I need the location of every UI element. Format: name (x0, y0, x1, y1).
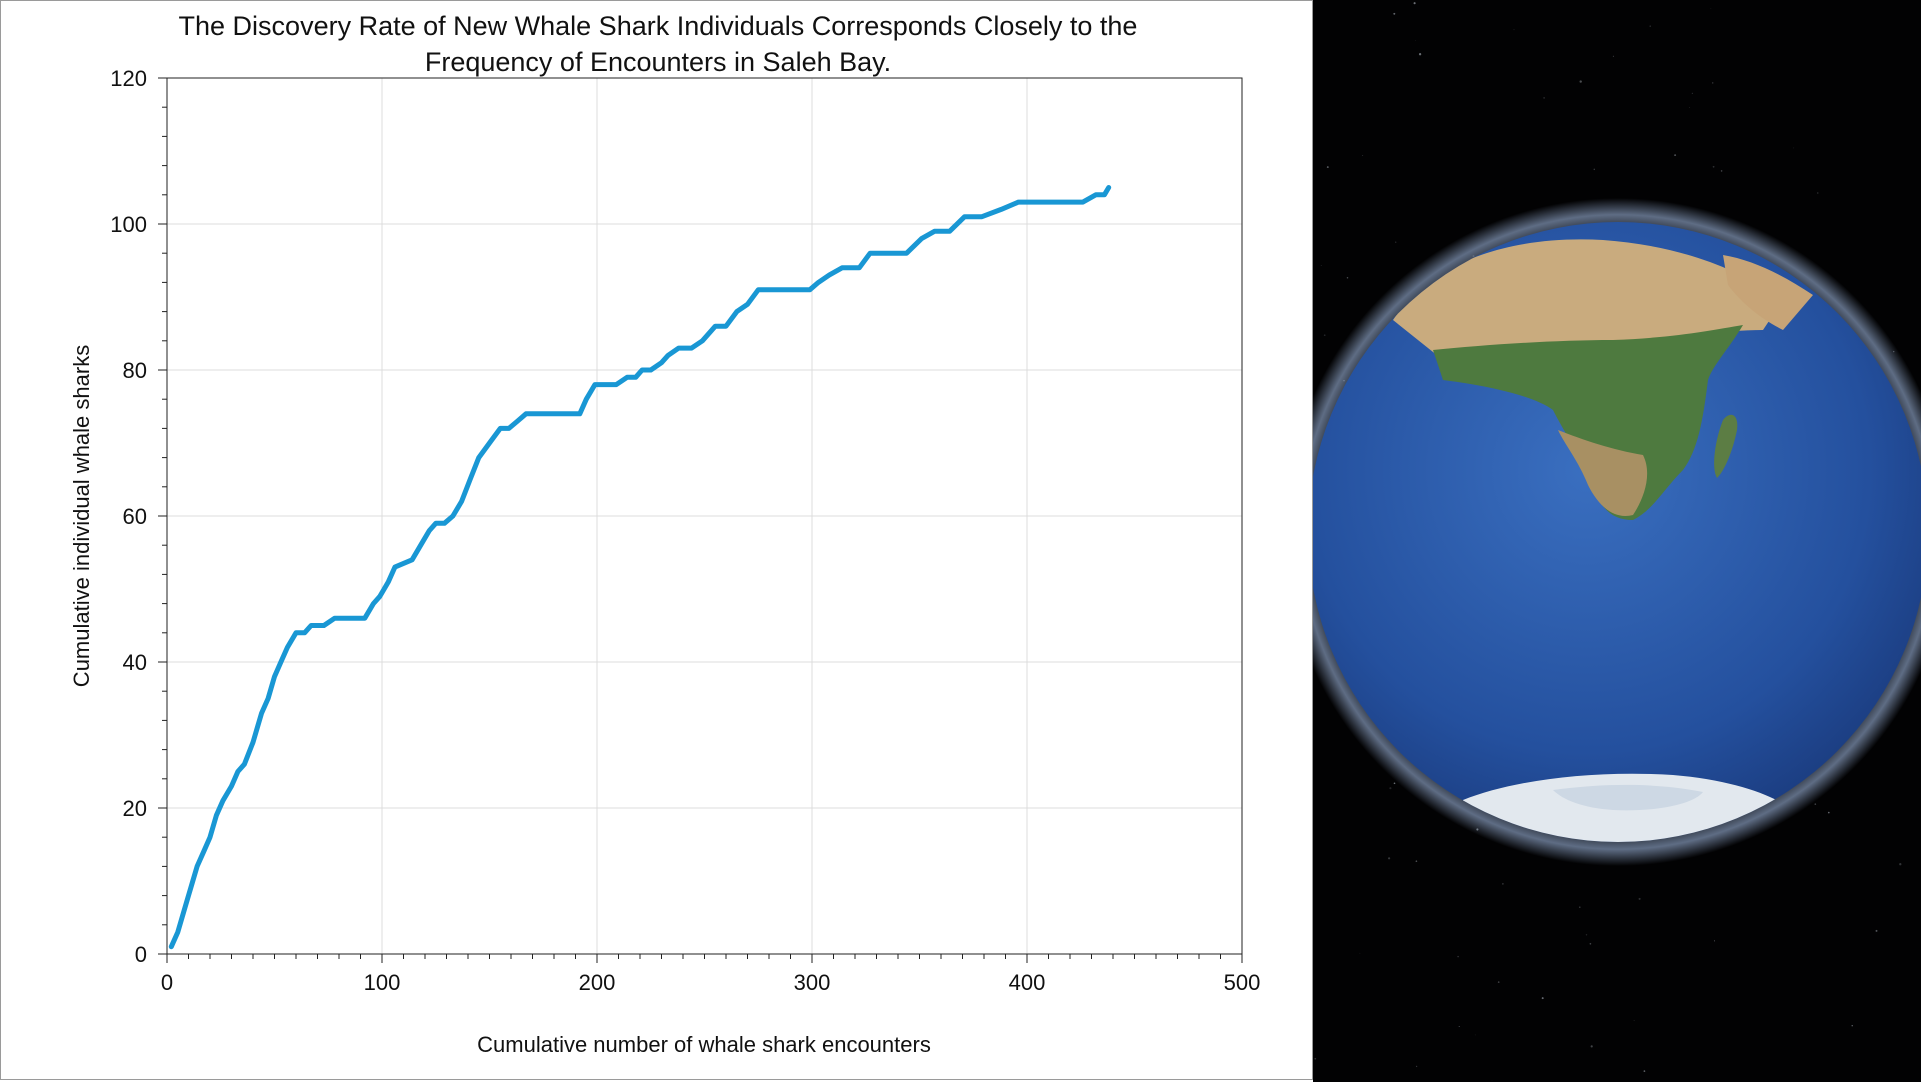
star (1502, 883, 1504, 885)
star (1323, 334, 1326, 337)
arabian-peninsula (1723, 255, 1813, 330)
y-tick-label: 100 (110, 212, 147, 237)
star (1827, 811, 1830, 814)
chart-panel: The Discovery Rate of New Whale Shark In… (0, 0, 1313, 1080)
y-axis-label: Cumulative individual whale sharks (69, 345, 94, 687)
y-tick-label: 20 (123, 796, 147, 821)
star (1543, 97, 1545, 99)
star (1713, 940, 1716, 942)
star (1346, 277, 1349, 279)
series-line-individuals (168, 185, 1112, 950)
star (1418, 53, 1422, 56)
y-tick-label: 120 (110, 66, 147, 91)
x-tick-label: 0 (161, 970, 173, 995)
star (1633, 1020, 1635, 1021)
star (1474, 1034, 1476, 1036)
star (1590, 1045, 1593, 1048)
star (1793, 147, 1795, 149)
star (1458, 1025, 1460, 1028)
axis-ticks (158, 77, 1243, 963)
star (1612, 55, 1614, 57)
southern-africa-arid (1558, 430, 1648, 516)
star (1817, 192, 1819, 194)
star (1326, 166, 1329, 169)
chart-title-line-2: Frequency of Encounters in Saleh Bay. (425, 47, 891, 77)
x-tick-label: 500 (1224, 970, 1261, 995)
star (1638, 897, 1641, 900)
y-tick-label: 60 (123, 504, 147, 529)
x-axis-label: Cumulative number of whale shark encount… (477, 1032, 931, 1057)
star (1689, 107, 1691, 108)
star (1387, 857, 1391, 860)
star (1899, 863, 1902, 866)
earth-globe-panel (1313, 0, 1921, 1082)
star (1314, 1057, 1317, 1060)
star (1691, 92, 1694, 95)
star (1589, 942, 1592, 945)
star (1814, 803, 1817, 805)
star (1513, 29, 1515, 31)
star (1593, 168, 1596, 171)
y-tick-label: 80 (123, 358, 147, 383)
x-tick-label: 300 (794, 970, 831, 995)
star (1851, 1025, 1853, 1027)
madagascar (1714, 414, 1738, 478)
africa-continent (1433, 325, 1743, 520)
star (1720, 170, 1723, 172)
star (1585, 934, 1588, 936)
chart-title-line-1: The Discovery Rate of New Whale Shark In… (179, 11, 1138, 41)
star (1413, 2, 1416, 5)
x-tick-label: 400 (1009, 970, 1046, 995)
tick-labels: 0 100 200 300 400 500 0 20 40 60 80 100 120 (110, 66, 1260, 995)
star (1497, 981, 1500, 983)
antarctica-shelf (1553, 784, 1703, 811)
x-tick-label: 100 (364, 970, 401, 995)
star (1415, 860, 1418, 863)
line-chart: The Discovery Rate of New Whale Shark In… (69, 11, 1260, 1057)
star (1415, 1065, 1418, 1068)
star (1643, 1070, 1646, 1072)
y-tick-label: 0 (135, 942, 147, 967)
star (1541, 997, 1544, 1000)
earth-globe-image (1313, 2, 1921, 1081)
star (1393, 12, 1396, 15)
star (1579, 80, 1582, 83)
star (1712, 165, 1715, 168)
star (1320, 265, 1322, 266)
star (1579, 906, 1581, 908)
star (1394, 241, 1397, 243)
star (1457, 955, 1459, 958)
star (1674, 154, 1677, 157)
north-africa-desert (1393, 239, 1783, 360)
star (1359, 952, 1361, 954)
y-tick-label: 40 (123, 650, 147, 675)
star (1649, 25, 1651, 27)
star (1415, 40, 1416, 41)
star (1875, 929, 1878, 932)
star (1711, 82, 1714, 84)
star (1362, 155, 1364, 157)
x-tick-label: 200 (579, 970, 616, 995)
star (1393, 782, 1396, 785)
star (1389, 787, 1392, 790)
star (1710, 8, 1712, 9)
grid-lines (167, 78, 1242, 954)
star (1491, 1080, 1493, 1081)
